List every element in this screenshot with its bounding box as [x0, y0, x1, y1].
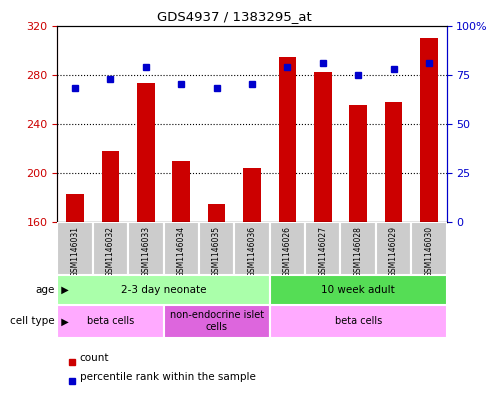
Bar — [385, 102, 402, 222]
Bar — [66, 194, 84, 222]
Bar — [235, 222, 269, 275]
Text: ▶: ▶ — [55, 285, 69, 295]
Bar — [208, 204, 226, 222]
Bar — [199, 222, 235, 275]
Bar — [243, 168, 261, 222]
Bar — [164, 222, 199, 275]
Text: 2-3 day neonate: 2-3 day neonate — [121, 285, 206, 295]
Bar — [269, 305, 447, 338]
Bar — [376, 222, 411, 275]
Bar — [102, 151, 119, 222]
Text: percentile rank within the sample: percentile rank within the sample — [80, 372, 255, 382]
Text: GSM1146034: GSM1146034 — [177, 226, 186, 277]
Text: GSM1146028: GSM1146028 — [354, 226, 363, 277]
Text: GDS4937 / 1383295_at: GDS4937 / 1383295_at — [157, 10, 312, 23]
Bar — [137, 83, 155, 222]
Bar — [269, 222, 305, 275]
Bar — [57, 275, 269, 305]
Bar — [269, 275, 447, 305]
Bar — [305, 222, 340, 275]
Text: count: count — [80, 353, 109, 363]
Text: GSM1146035: GSM1146035 — [212, 226, 221, 277]
Bar — [57, 305, 164, 338]
Text: age: age — [35, 285, 55, 295]
Bar — [340, 222, 376, 275]
Text: GSM1146033: GSM1146033 — [141, 226, 150, 277]
Text: GSM1146036: GSM1146036 — [248, 226, 256, 277]
Text: GSM1146030: GSM1146030 — [425, 226, 434, 277]
Bar — [172, 161, 190, 222]
Text: GSM1146027: GSM1146027 — [318, 226, 327, 277]
Bar — [420, 38, 438, 222]
Text: GSM1146032: GSM1146032 — [106, 226, 115, 277]
Bar — [93, 222, 128, 275]
Bar — [128, 222, 164, 275]
Text: GSM1146031: GSM1146031 — [70, 226, 79, 277]
Text: GSM1146026: GSM1146026 — [283, 226, 292, 277]
Bar — [314, 72, 332, 222]
Bar — [57, 222, 93, 275]
Bar — [164, 305, 269, 338]
Text: beta cells: beta cells — [334, 316, 382, 326]
Text: non-endocrine islet
cells: non-endocrine islet cells — [170, 310, 263, 332]
Bar — [349, 105, 367, 222]
Text: 10 week adult: 10 week adult — [321, 285, 395, 295]
Text: cell type: cell type — [10, 316, 55, 326]
Bar — [411, 222, 447, 275]
Text: ▶: ▶ — [55, 316, 69, 326]
Text: GSM1146029: GSM1146029 — [389, 226, 398, 277]
Text: beta cells: beta cells — [87, 316, 134, 326]
Bar — [278, 57, 296, 222]
